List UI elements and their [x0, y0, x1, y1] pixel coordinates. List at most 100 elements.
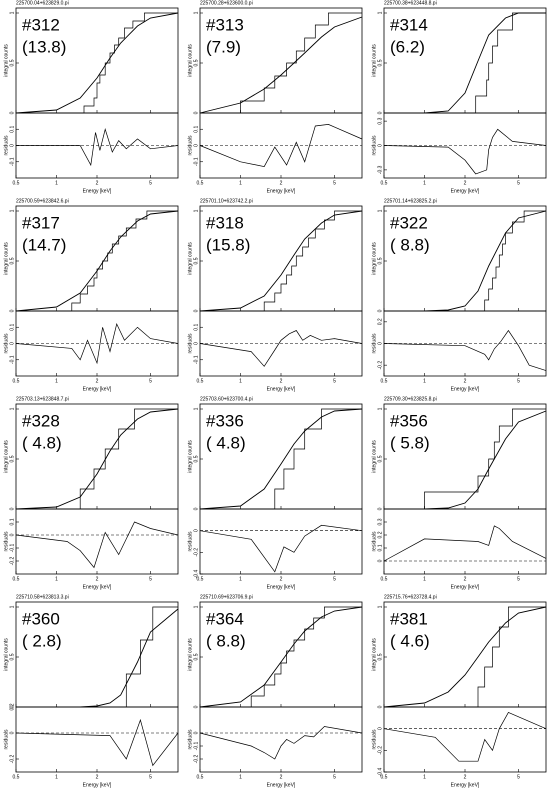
x-tick-label: 5	[149, 774, 152, 780]
residual-frame	[383, 706, 547, 773]
residual-tick-label: 0	[193, 529, 199, 532]
residual-line	[15, 521, 179, 569]
x-tick-label: 5	[333, 180, 336, 186]
residual-line	[199, 124, 363, 167]
x-tick-label: 2	[280, 180, 283, 186]
residual-tick-label: 0	[193, 144, 199, 147]
count-label: ( 4.8)	[206, 433, 246, 452]
residual-tick-label: -0.2	[193, 548, 199, 557]
y-tick-label: 0.5	[193, 59, 199, 66]
panel: 225710.58+623813.3.pi #360 ( 2.8) integral …	[3, 594, 179, 788]
count-label: ( 4.8)	[22, 433, 62, 452]
x-tick-label: 1	[239, 378, 242, 384]
count-label: (15.8)	[206, 235, 250, 254]
panel: 225700.28+623600.0.pi #313 (7.9) integral c…	[187, 0, 363, 194]
panel-title: 225703.13+623848.7.pi	[16, 396, 69, 402]
y-label: integral counts	[371, 638, 377, 671]
x-label: Energy [keV]	[451, 386, 480, 392]
x-tick-label: 5	[149, 576, 152, 582]
x-tick-label: 1	[423, 378, 426, 384]
x-tick-label: 1	[239, 774, 242, 780]
residual-tick-label: 0	[377, 727, 383, 730]
count-label: (13.8)	[22, 37, 66, 56]
x-tick-label: 1	[423, 774, 426, 780]
panel: 225715.76+623728.4.pi #381 ( 4.6) integral …	[371, 594, 547, 788]
residual-line	[383, 329, 547, 371]
y-tick-label: 0	[9, 507, 15, 510]
panel: 225700.38+623448.8.pi #314 (6.2) integral c…	[371, 0, 547, 194]
x-tick-label: 0.5	[197, 576, 204, 582]
residual-tick-label: 0.1	[193, 324, 199, 331]
source-id: #360	[22, 609, 60, 628]
residual-tick-label: -0.3	[377, 165, 383, 174]
residual-tick-label: 0	[377, 559, 383, 562]
x-tick-label: 5	[333, 576, 336, 582]
residual-label: residuals	[187, 333, 193, 354]
data-step	[16, 408, 178, 510]
residual-label: residuals	[3, 135, 9, 156]
model-curve	[199, 210, 363, 312]
x-tick-label: 1	[239, 576, 242, 582]
model-curve	[15, 408, 179, 510]
y-tick-label: 0	[193, 705, 199, 708]
residual-tick-label: 0	[9, 533, 15, 536]
residual-frame	[199, 508, 363, 575]
x-tick-label: 2	[464, 180, 467, 186]
x-tick-label: 2	[464, 774, 467, 780]
count-label: ( 5.8)	[390, 433, 430, 452]
residual-label: residuals	[371, 333, 377, 354]
residual-tick-label: -0.2	[377, 746, 383, 755]
y-tick-label: 1	[193, 209, 199, 212]
x-tick-label: 5	[149, 378, 152, 384]
residual-label: residuals	[371, 135, 377, 156]
data-step	[200, 408, 362, 510]
data-step	[384, 210, 546, 312]
residual-line	[383, 711, 547, 762]
x-label: Energy [keV]	[267, 584, 296, 590]
y-label: integral counts	[371, 44, 377, 77]
residual-line	[199, 726, 363, 760]
y-label: integral counts	[3, 440, 9, 473]
x-tick-label: 1	[423, 180, 426, 186]
count-label: (7.9)	[206, 37, 241, 56]
y-tick-label: 0	[193, 507, 199, 510]
residual-tick-label: 0.2	[377, 531, 383, 538]
x-tick-label: 2	[96, 576, 99, 582]
panel-title: 225700.28+623600.0.pi	[200, 0, 253, 6]
x-tick-label: 1	[55, 378, 58, 384]
panel: 225700.59+623842.6.pi #317 (14.7) integral …	[3, 198, 179, 392]
y-tick-label: 0	[377, 309, 383, 312]
y-tick-label: 1	[377, 407, 383, 410]
x-tick-label: 2	[280, 576, 283, 582]
panel-title: 225715.76+623728.4.pi	[384, 594, 437, 600]
source-id: #314	[390, 15, 428, 34]
y-label: integral counts	[187, 440, 193, 473]
residual-label: residuals	[3, 333, 9, 354]
residual-label: residuals	[371, 729, 377, 750]
residual-line	[15, 718, 179, 767]
x-tick-label: 2	[96, 774, 99, 780]
residual-label: residuals	[187, 135, 193, 156]
x-tick-label: 1	[239, 180, 242, 186]
panel: 225701.14+623825.2.pi #322 ( 8.8) integral …	[371, 198, 547, 392]
residual-tick-label: -0.4	[193, 569, 199, 578]
x-label: Energy [keV]	[267, 386, 296, 392]
residual-tick-label: -0.1	[9, 543, 15, 552]
panel: 225709.30+623825.8.pi #356 ( 5.8) integral …	[371, 396, 547, 590]
residual-label: residuals	[371, 531, 377, 552]
x-tick-label: 5	[517, 774, 520, 780]
panel-title: 225710.69+623706.9.pi	[200, 594, 253, 600]
data-step	[200, 606, 362, 708]
y-label: integral counts	[371, 440, 377, 473]
y-label: integral counts	[187, 638, 193, 671]
x-tick-label: 0.5	[197, 378, 204, 384]
source-id: #322	[390, 213, 428, 232]
x-tick-label: 0.5	[197, 180, 204, 186]
source-id: #312	[22, 15, 60, 34]
residual-tick-label: -0.1	[9, 355, 15, 364]
residual-tick-label: -0.1	[9, 157, 15, 166]
y-tick-label: 0.5	[193, 455, 199, 462]
panel: 225710.69+623706.9.pi #364 ( 8.8) integral …	[187, 594, 363, 788]
y-tick-label: 0	[9, 111, 15, 114]
